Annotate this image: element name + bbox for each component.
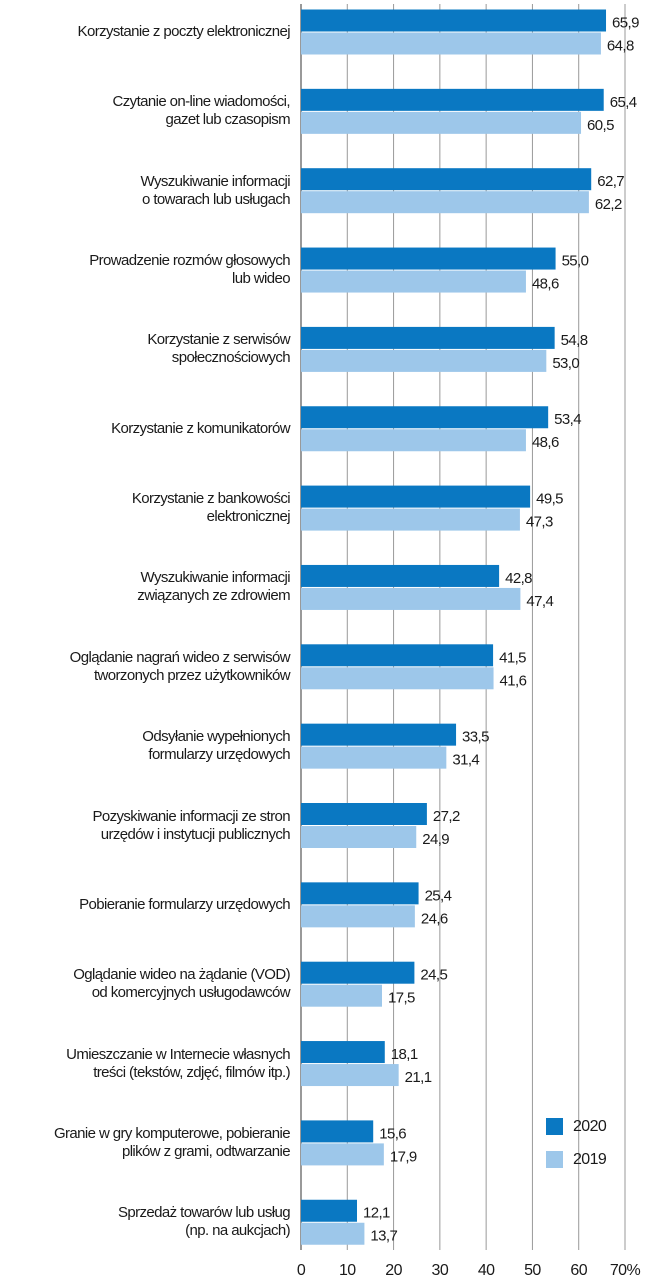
category-label: Korzystanie z serwisów społecznościowych (147, 331, 290, 367)
value-label: 60,5 (587, 117, 614, 134)
bar (301, 191, 589, 214)
bar (301, 349, 547, 372)
x-tick-label: 10 (339, 1262, 356, 1279)
bar (301, 1064, 399, 1087)
legend-label: 2020 (573, 1118, 607, 1135)
bar (301, 564, 500, 587)
bar (301, 723, 457, 746)
bar (301, 1120, 374, 1143)
value-label: 47,3 (526, 514, 553, 531)
value-label: 13,7 (370, 1228, 397, 1245)
bar (301, 905, 415, 928)
bar (301, 644, 494, 667)
bar (301, 1143, 384, 1166)
category-label: Umieszczanie w Internecie własnych treśc… (66, 1045, 290, 1081)
bar (301, 508, 520, 531)
value-label: 21,1 (405, 1069, 432, 1086)
bar (301, 485, 531, 508)
value-label: 17,9 (390, 1148, 417, 1165)
category-label: Prowadzenie rozmów głosowych lub wideo (89, 252, 290, 288)
category-label: Korzystanie z komunikatorów (111, 419, 290, 437)
value-label: 41,6 (500, 672, 527, 689)
value-label: 48,6 (532, 276, 559, 293)
bar (301, 406, 549, 429)
bar (301, 32, 601, 55)
category-label: Odsyłanie wypełnionych formularzy urzędo… (142, 728, 290, 764)
category-label: Granie w gry komputerowe, pobieranie pli… (53, 1124, 291, 1160)
value-label: 24,6 (421, 910, 448, 927)
category-label: Czytanie on-line wiadomości, gazet lub c… (112, 93, 291, 129)
category-label: Wyszukiwanie informacji związanych ze zd… (137, 569, 290, 605)
bar (301, 9, 607, 32)
value-label: 48,6 (532, 434, 559, 451)
bar (301, 111, 582, 134)
x-tick-label: 20 (385, 1262, 402, 1279)
category-label: Wyszukiwanie informacji o towarach lub u… (140, 172, 291, 208)
legend-swatch (546, 1151, 563, 1168)
value-label: 53,0 (552, 355, 579, 372)
legend-label: 2019 (573, 1151, 607, 1168)
value-label: 65,9 (612, 14, 639, 31)
x-tick-label: 50 (524, 1262, 541, 1279)
x-tick-label: 0 (297, 1262, 306, 1279)
value-label: 65,4 (610, 94, 637, 111)
value-label: 41,5 (499, 649, 526, 666)
bar (301, 667, 494, 690)
value-label: 18,1 (391, 1046, 418, 1063)
category-label: Korzystanie z poczty elektronicznej (77, 23, 291, 40)
value-label: 54,8 (561, 332, 588, 349)
bar (301, 326, 555, 349)
category-label: Korzystanie z bankowości elektronicznej (131, 490, 291, 526)
bar (301, 984, 382, 1007)
bar (301, 270, 526, 293)
category-label: Oglądanie wideo na żądanie (VOD) od kome… (73, 966, 290, 1002)
value-label: 33,5 (462, 729, 489, 746)
x-tick-label: 70% (610, 1262, 641, 1279)
value-label: 15,6 (379, 1125, 406, 1142)
category-label: Pobieranie formularzy urzędowych (79, 895, 291, 913)
bar (301, 587, 521, 610)
bar (301, 168, 592, 191)
value-label: 17,5 (388, 990, 415, 1007)
x-tick-label: 60 (570, 1262, 587, 1279)
bar (301, 826, 417, 848)
value-label: 12,1 (363, 1205, 390, 1222)
bar (301, 803, 427, 825)
category-label: Pozyskiwanie informacji ze stron urzędów… (92, 807, 290, 843)
value-label: 62,7 (597, 173, 624, 190)
value-label: 49,5 (536, 491, 563, 508)
value-label: 64,8 (607, 37, 634, 54)
value-label: 55,0 (562, 253, 589, 270)
bar (301, 961, 415, 984)
value-label: 27,2 (433, 808, 460, 825)
bar (301, 429, 526, 452)
bar (301, 1199, 358, 1222)
value-label: 62,2 (595, 196, 622, 213)
bar (301, 88, 604, 111)
bar (301, 1041, 385, 1064)
bar (301, 746, 447, 769)
category-label: Sprzedaż towarów lub usług (np. na aukcj… (117, 1204, 291, 1240)
bar (301, 247, 556, 270)
bar (301, 1222, 365, 1245)
category-label: Oglądanie nagrań wideo z serwisów tworzo… (69, 648, 291, 684)
bar (301, 882, 419, 905)
value-label: 25,4 (425, 887, 452, 904)
legend-swatch (546, 1118, 563, 1135)
value-label: 24,9 (422, 831, 449, 848)
value-label: 47,4 (526, 593, 553, 610)
x-tick-label: 40 (478, 1262, 495, 1279)
value-label: 31,4 (452, 752, 479, 769)
x-tick-label: 30 (432, 1262, 449, 1279)
value-label: 42,8 (505, 570, 532, 587)
value-label: 24,5 (420, 967, 447, 984)
value-label: 53,4 (554, 411, 581, 428)
